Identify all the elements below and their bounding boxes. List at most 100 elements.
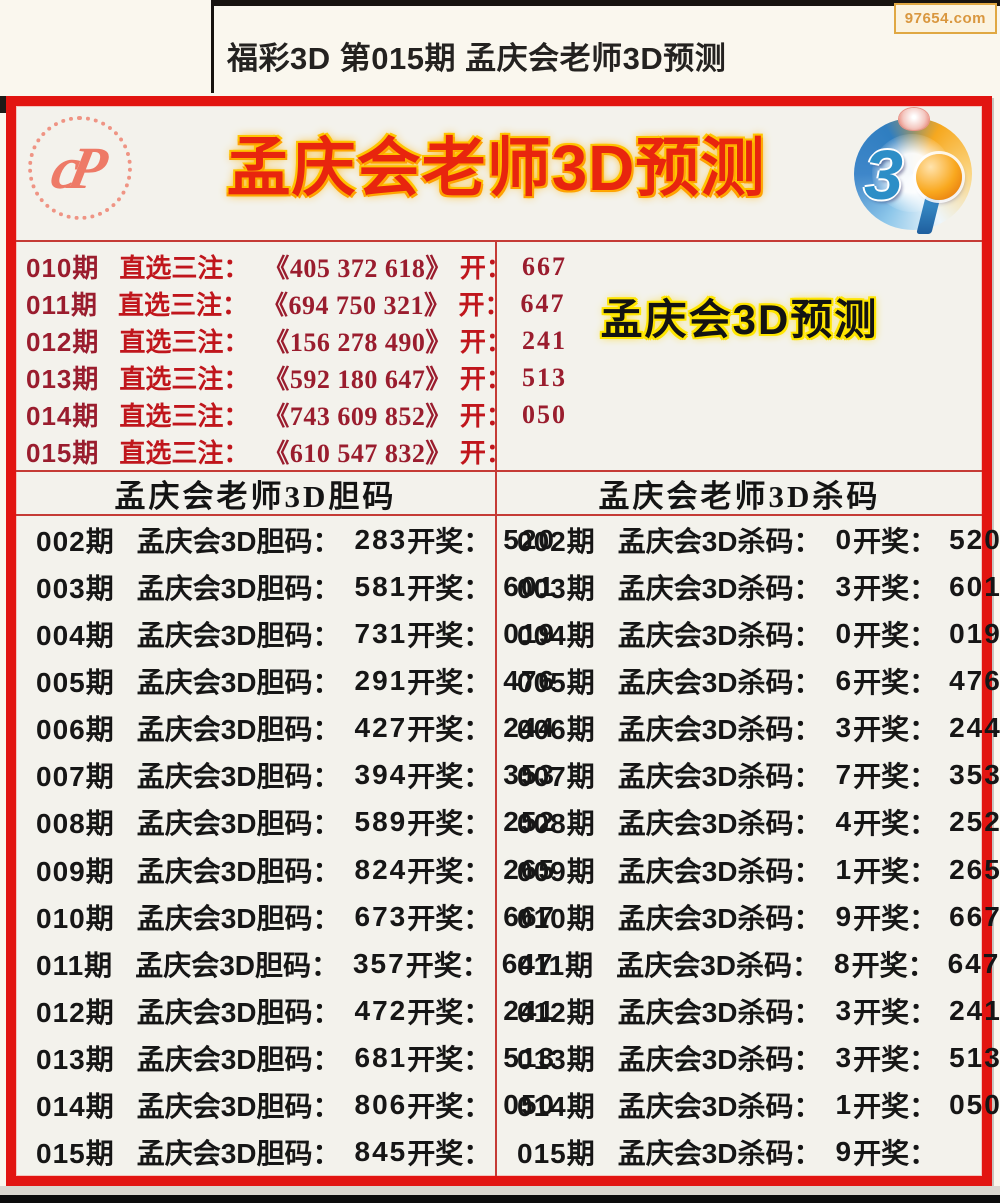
row-label: 孟庆会3D胆码： bbox=[136, 619, 341, 651]
row-label: 孟庆会3D杀码： bbox=[617, 525, 822, 557]
row-open-result: 353 bbox=[949, 759, 1000, 791]
row-label: 孟庆会3D杀码： bbox=[617, 1138, 822, 1170]
row-open-label: 开奖： bbox=[853, 1091, 938, 1123]
prediction-open-label: 开： bbox=[459, 253, 512, 283]
table-row: 011期 孟庆会3D胆码： 357 开奖： 647 bbox=[16, 940, 552, 987]
separator-line bbox=[16, 470, 982, 472]
table-row: 011期 孟庆会3D杀码： 8 开奖： 647 bbox=[497, 940, 998, 987]
row-code-value: 845 bbox=[354, 1136, 408, 1168]
table-row: 010期 孟庆会3D杀码： 9 开奖： 667 bbox=[497, 893, 1000, 940]
row-label: 孟庆会3D胆码： bbox=[136, 525, 341, 557]
row-label: 孟庆会3D杀码： bbox=[617, 808, 822, 840]
prediction-numbers: 《610 547 832》 bbox=[263, 439, 452, 468]
row-open-result: 520 bbox=[503, 523, 556, 555]
table-row: 013期 孟庆会3D胆码： 681 开奖： 513 bbox=[16, 1035, 554, 1082]
row-label: 孟庆会3D杀码： bbox=[617, 855, 822, 887]
row-open-label: 开奖： bbox=[407, 855, 492, 887]
row-code-value: 0 bbox=[835, 617, 854, 649]
row-open-result: 520 bbox=[949, 523, 1000, 555]
table-row: 004期 孟庆会3D杀码： 0 开奖： 019 bbox=[497, 610, 1000, 657]
prediction-numbers: 《743 609 852》 bbox=[263, 402, 452, 431]
row-label: 孟庆会3D杀码： bbox=[617, 996, 822, 1028]
row-open-label: 开奖： bbox=[853, 525, 938, 557]
row-code-value: 3 bbox=[835, 712, 854, 744]
table-row: 010期 孟庆会3D胆码： 673 开奖： 667 bbox=[16, 893, 554, 940]
table-row: 005期 孟庆会3D杀码： 6 开奖： 476 bbox=[497, 657, 1000, 704]
row-code-value: 681 bbox=[354, 1042, 408, 1074]
row-open-result: 353 bbox=[503, 759, 556, 791]
row-code-value: 8 bbox=[833, 947, 852, 979]
prediction-open-label: 开： bbox=[459, 327, 512, 357]
separator-line bbox=[16, 240, 982, 242]
row-period: 007期 bbox=[36, 761, 115, 793]
row-open-result: 019 bbox=[503, 617, 556, 649]
row-open-result: 050 bbox=[949, 1089, 1000, 1121]
row-label: 孟庆会3D杀码： bbox=[617, 902, 822, 934]
row-code-value: 673 bbox=[354, 900, 408, 932]
row-period: 013期 bbox=[517, 1044, 596, 1076]
prediction-period: 014期 bbox=[26, 401, 100, 431]
row-code-value: 9 bbox=[835, 900, 854, 932]
row-open-result: 019 bbox=[949, 617, 1000, 649]
row-label: 孟庆会3D胆码： bbox=[136, 666, 341, 698]
row-open-label: 开奖： bbox=[407, 996, 492, 1028]
row-label: 孟庆会3D杀码： bbox=[617, 714, 822, 746]
row-open-result: 265 bbox=[503, 853, 556, 885]
prediction-row: 010期 直选三注： 《405 372 618》 开： 667 bbox=[16, 248, 565, 285]
table-row: 015期 孟庆会3D胆码： 845 开奖： bbox=[16, 1129, 495, 1176]
table-row: 013期 孟庆会3D杀码： 3 开奖： 513 bbox=[497, 1035, 1000, 1082]
prediction-row: 013期 直选三注： 《592 180 647》 开： 513 bbox=[16, 359, 565, 396]
row-code-value: 4 bbox=[835, 806, 854, 838]
banner-title: 孟庆会老师3D预测 bbox=[226, 132, 766, 204]
prediction-open-result: 667 bbox=[521, 251, 567, 281]
row-period: 011期 bbox=[36, 949, 114, 981]
row-open-result: 601 bbox=[949, 570, 1000, 602]
left-frame-line bbox=[211, 0, 214, 93]
row-code-value: 3 bbox=[835, 994, 854, 1026]
row-open-result: 601 bbox=[503, 570, 556, 602]
row-open-label: 开奖： bbox=[407, 902, 492, 934]
row-period: 014期 bbox=[517, 1091, 596, 1123]
row-open-result: 667 bbox=[503, 900, 556, 932]
prediction-type-label: 直选三注： bbox=[119, 438, 250, 468]
prediction-type-label: 直选三注： bbox=[117, 290, 248, 320]
prediction-period: 011期 bbox=[26, 290, 98, 320]
row-open-label: 开奖： bbox=[853, 996, 938, 1028]
prediction-period: 012期 bbox=[26, 327, 100, 357]
row-open-result: 513 bbox=[503, 1042, 556, 1074]
row-code-value: 3 bbox=[835, 1042, 854, 1074]
prediction-period: 015期 bbox=[26, 438, 100, 468]
row-period: 004期 bbox=[36, 619, 115, 651]
row-label: 孟庆会3D胆码： bbox=[136, 902, 341, 934]
table-row: 009期 孟庆会3D杀码： 1 开奖： 265 bbox=[497, 846, 1000, 893]
prediction-open-result: 647 bbox=[520, 288, 566, 318]
row-open-label: 开奖： bbox=[853, 619, 938, 651]
prediction-period: 010期 bbox=[26, 253, 100, 283]
row-open-label: 开奖： bbox=[407, 1044, 492, 1076]
row-open-result: 476 bbox=[503, 664, 556, 696]
row-label: 孟庆会3D杀码： bbox=[617, 572, 822, 604]
prediction-open-result: 050 bbox=[521, 399, 567, 429]
prediction-type-label: 直选三注： bbox=[119, 401, 250, 431]
row-code-value: 3 bbox=[835, 570, 854, 602]
prediction-open-label: 开： bbox=[459, 438, 512, 468]
row-period: 006期 bbox=[36, 714, 115, 746]
poster-box: cP 孟庆会老师3D预测 3 010期 直选三注： 《405 372 618》 … bbox=[6, 96, 1000, 1186]
frame-corner-mark bbox=[0, 96, 7, 113]
row-open-result: 513 bbox=[949, 1042, 1000, 1074]
row-code-value: 581 bbox=[354, 570, 408, 602]
3d-lottery-logo-icon: 3 bbox=[852, 108, 976, 234]
row-period: 011期 bbox=[517, 949, 595, 981]
table-row: 004期 孟庆会3D胆码： 731 开奖： 019 bbox=[16, 610, 554, 657]
column-divider-line bbox=[495, 242, 497, 1176]
sha-table: 002期 孟庆会3D杀码： 0 开奖： 520 003期 孟庆会3D杀码： 3 … bbox=[497, 516, 1000, 1176]
table-row: 005期 孟庆会3D胆码： 291 开奖： 476 bbox=[16, 657, 554, 704]
row-open-result: 241 bbox=[503, 994, 556, 1026]
prediction-open-label: 开： bbox=[458, 290, 511, 320]
row-label: 孟庆会3D胆码： bbox=[136, 996, 341, 1028]
cp-monogram-icon: cP bbox=[46, 135, 104, 201]
table-row: 003期 孟庆会3D胆码： 581 开奖： 601 bbox=[16, 563, 554, 610]
table-row: 014期 孟庆会3D胆码： 806 开奖： 050 bbox=[16, 1082, 554, 1129]
row-code-value: 0 bbox=[835, 523, 854, 555]
row-open-label: 开奖： bbox=[853, 666, 938, 698]
